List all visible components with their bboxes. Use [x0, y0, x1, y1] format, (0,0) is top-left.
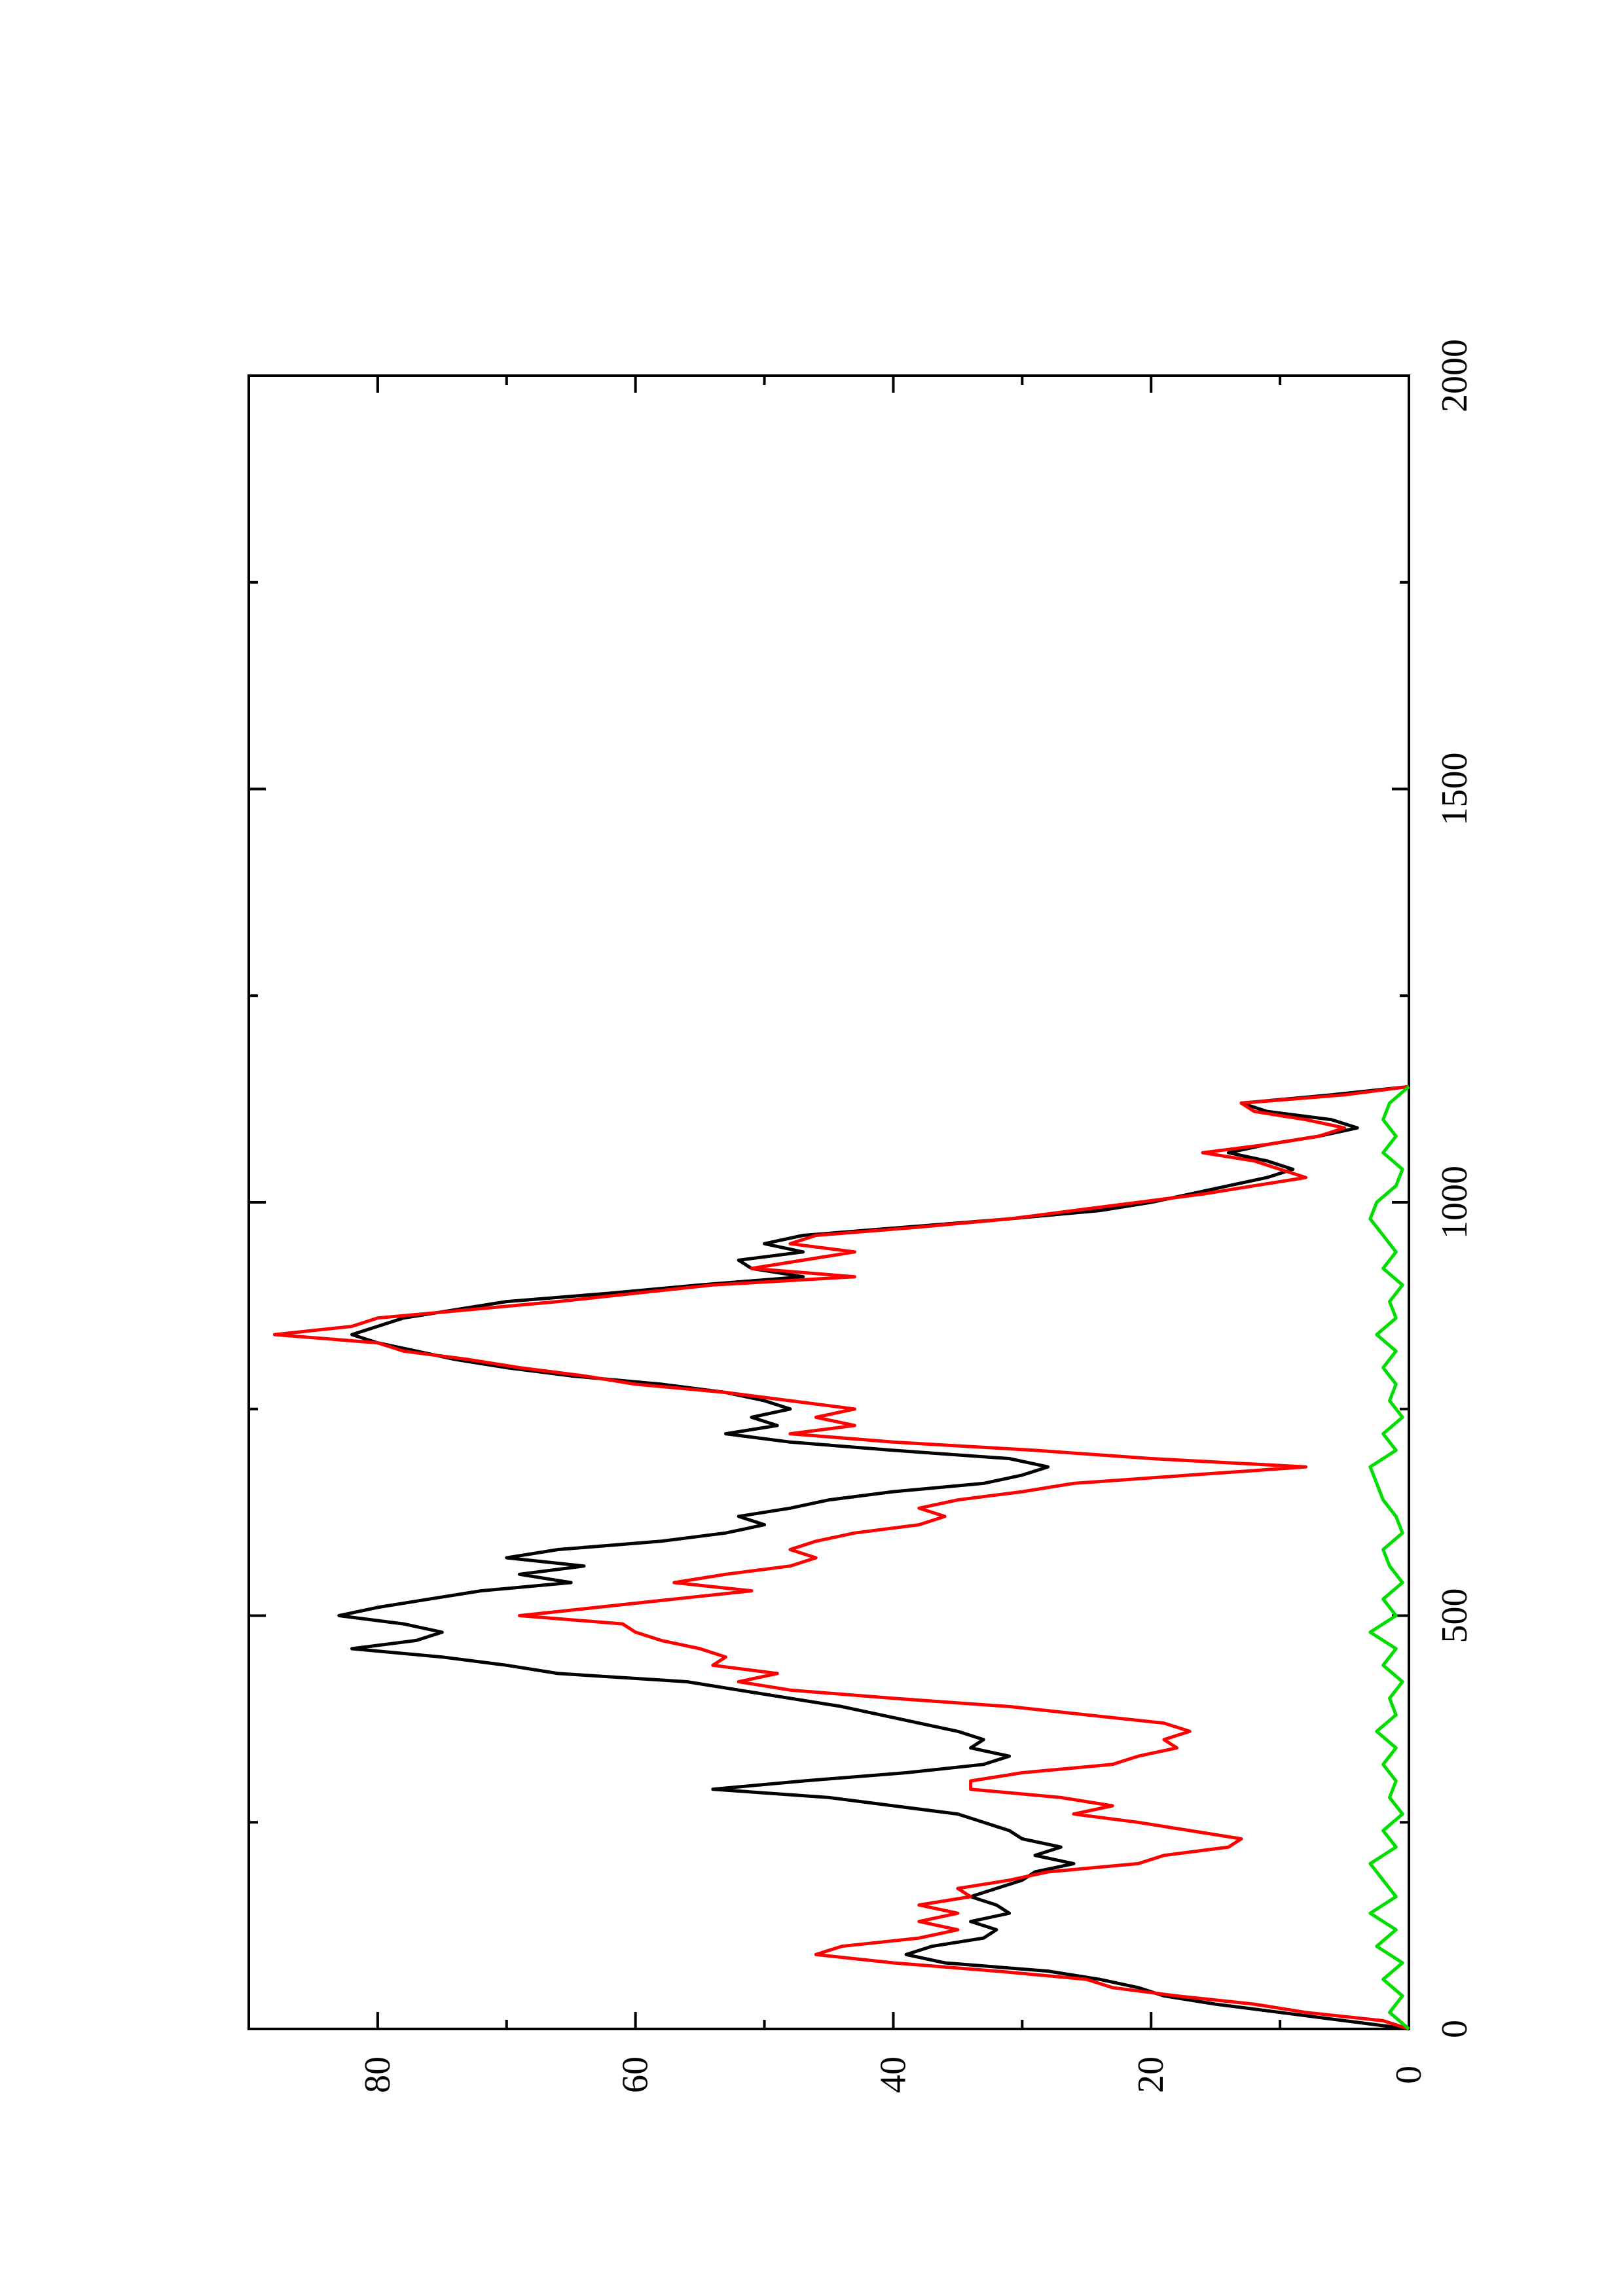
series-line-3: [1368, 1085, 1410, 2030]
y-tick-label: 40: [873, 2056, 913, 2093]
y-tick-label: 80: [357, 2056, 398, 2093]
plot-frame: [247, 374, 1410, 2030]
y-tick-label: 60: [615, 2056, 656, 2093]
series-line-2: [272, 1085, 1410, 2031]
x-tick-label: 1500: [1434, 753, 1475, 826]
x-tick-label: 1000: [1434, 1166, 1475, 1239]
series-group: [272, 1085, 1410, 2031]
x-tick-label: 500: [1434, 1588, 1475, 1643]
tick-labels: 0 500 1000 1500 2000 0 20 40 60 80: [357, 339, 1475, 2093]
y-tick-label: 20: [1131, 2056, 1171, 2093]
x-tick-label: 0: [1434, 2020, 1475, 2038]
ticks: [249, 374, 1410, 2030]
series-line-1: [337, 1085, 1410, 2031]
y-tick-label: 0: [1389, 2066, 1429, 2084]
x-tick-label: 2000: [1434, 339, 1475, 412]
